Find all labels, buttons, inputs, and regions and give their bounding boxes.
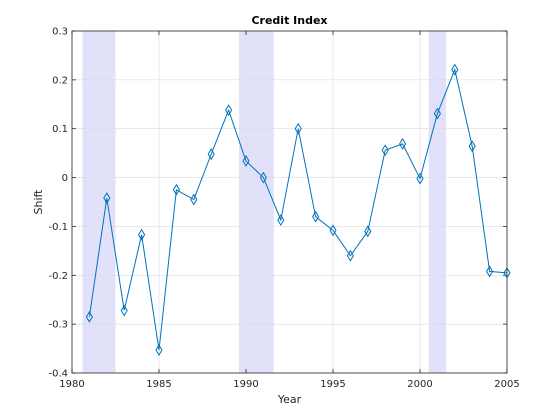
data-point xyxy=(155,344,163,357)
data-point xyxy=(225,104,233,117)
data-point xyxy=(277,214,285,227)
x-tick-label: 2000 xyxy=(407,379,432,390)
data-point xyxy=(364,225,372,238)
data-point xyxy=(312,210,320,223)
data-point xyxy=(381,144,389,157)
y-tick-label: -0.1 xyxy=(48,222,68,233)
series xyxy=(85,63,511,357)
x-tick-label: 2005 xyxy=(494,379,519,390)
chart-title: Credit Index xyxy=(251,14,327,27)
recession-band xyxy=(428,31,447,373)
series-line xyxy=(88,67,508,351)
data-point xyxy=(190,193,198,206)
recession-bands xyxy=(82,31,447,373)
data-point xyxy=(468,140,476,153)
data-point xyxy=(346,249,354,262)
recession-band xyxy=(82,31,116,373)
y-tick-label: -0.4 xyxy=(48,369,68,380)
data-point xyxy=(416,172,424,185)
data-point xyxy=(294,122,302,135)
recession-band xyxy=(239,31,274,373)
data-point xyxy=(329,224,337,237)
data-point xyxy=(486,265,494,278)
x-tick-label: 1995 xyxy=(320,379,345,390)
data-point xyxy=(503,266,511,279)
x-tick-label: 1985 xyxy=(146,379,171,390)
y-tick-label: -0.3 xyxy=(48,320,68,331)
data-point xyxy=(451,63,459,76)
y-tick-label: -0.2 xyxy=(48,271,68,282)
data-point xyxy=(207,148,215,161)
axis-ticks: 1980 1985 1990 1995 2000 2005 -0.4 -0.3 -0.2 -0.1… xyxy=(48,27,519,391)
data-point xyxy=(85,310,93,323)
y-axis-label: Shift xyxy=(32,189,45,215)
x-tick-label: 1990 xyxy=(233,379,258,390)
x-axis-label: Year xyxy=(277,393,302,406)
data-point xyxy=(433,107,441,120)
data-point xyxy=(259,171,267,184)
data-point xyxy=(399,137,407,150)
data-point xyxy=(103,192,111,205)
plot-frame xyxy=(71,30,508,374)
y-tick-label: 0.1 xyxy=(52,124,68,135)
y-tick-label: 0.3 xyxy=(52,27,68,38)
data-point xyxy=(138,228,146,241)
x-tick-label: 1980 xyxy=(59,379,84,390)
y-tick-label: 0.2 xyxy=(52,75,68,86)
data-point xyxy=(242,154,250,167)
y-tick-label: 0 xyxy=(62,173,68,184)
data-point xyxy=(120,304,128,317)
data-point xyxy=(172,183,180,196)
